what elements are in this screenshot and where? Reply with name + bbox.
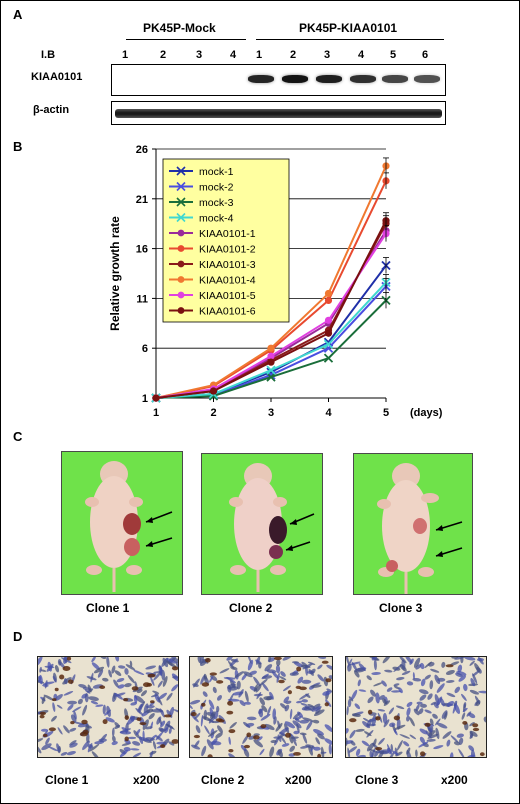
lane-label: 3	[324, 49, 331, 61]
legend-entry: KIAA0101-3	[199, 259, 256, 271]
histo-clone-1-caption: Clone 1	[45, 773, 89, 787]
legend-marker	[176, 197, 186, 207]
y-tick-label: 16	[136, 244, 148, 256]
histology-clone-2	[189, 656, 333, 758]
legend-entry: mock-2	[199, 182, 234, 194]
lane-label: 1	[256, 49, 263, 61]
legend-entry: KIAA0101-4	[199, 275, 256, 287]
x-tick-label: 5	[383, 407, 389, 419]
lane-label: 5	[390, 49, 397, 61]
mouse-illustration-1	[85, 461, 173, 592]
y-axis-label: Relative growth rate	[108, 216, 122, 331]
data-point	[324, 329, 333, 337]
beta-actin-row-label: β-actin	[33, 104, 70, 116]
kiaa0101-blot	[111, 64, 446, 96]
data-point	[152, 394, 160, 402]
y-tick-label: 6	[142, 343, 148, 355]
x-tick-label: 1	[153, 407, 159, 419]
x-tick-label: 4	[325, 407, 332, 419]
panel-d-label: D	[13, 629, 23, 644]
histo-clone-2-caption: Clone 2	[201, 773, 245, 787]
kiaa0101-band	[282, 75, 308, 83]
histo-mag-1: x200	[133, 773, 160, 787]
data-point	[266, 365, 276, 375]
histo-mag-2: x200	[285, 773, 312, 787]
data-point	[267, 344, 275, 352]
legend-marker	[176, 212, 186, 223]
data-point	[209, 387, 218, 395]
x-tick-label: 3	[268, 407, 274, 419]
mock-group-line	[126, 39, 246, 40]
y-tick-label: 26	[136, 144, 148, 156]
legend-entry: KIAA0101-6	[199, 306, 256, 318]
data-point	[324, 316, 333, 324]
beta-actin-blot	[111, 101, 446, 125]
legend-marker	[177, 307, 185, 314]
kiaa-group-line	[256, 39, 444, 40]
legend-marker	[176, 166, 186, 176]
histology-clone-3	[345, 656, 487, 758]
kiaa0101-band	[382, 75, 408, 83]
kiaa0101-band	[414, 75, 440, 83]
histology-clone-1	[37, 656, 179, 758]
legend-marker	[176, 181, 186, 192]
kiaa0101-row-label: KIAA0101	[31, 71, 83, 83]
mouse-photo-clone-3	[353, 453, 473, 595]
lane-label: 3	[196, 49, 203, 61]
y-tick-label: 11	[136, 293, 148, 305]
lane-label: 6	[422, 49, 429, 61]
histology-texture	[346, 657, 486, 757]
x-tick-label: 2	[210, 407, 216, 419]
data-point	[324, 289, 333, 298]
histology-texture	[190, 657, 332, 757]
legend-entry: mock-1	[199, 166, 234, 178]
data-point	[267, 358, 275, 366]
legend-marker	[177, 245, 185, 252]
legend-entry: mock-4	[199, 213, 234, 225]
legend-entry: KIAA0101-2	[199, 244, 256, 256]
lane-label: 1	[122, 49, 129, 61]
y-tick-label: 1	[142, 393, 148, 405]
data-point	[267, 352, 275, 360]
x-unit-label: (days)	[410, 407, 443, 419]
legend-marker	[177, 276, 185, 283]
panel-c-label: C	[13, 429, 23, 444]
histology-texture	[38, 657, 178, 757]
data-point	[266, 372, 276, 382]
mouse-illustration-3	[377, 463, 463, 594]
kiaa0101-band	[350, 75, 376, 83]
legend-entry: KIAA0101-5	[199, 290, 256, 302]
histo-clone-3-caption: Clone 3	[355, 773, 399, 787]
histo-mag-3: x200	[441, 773, 468, 787]
legend-entry: mock-3	[199, 197, 234, 209]
kiaa0101-band	[248, 75, 274, 83]
data-point	[323, 353, 334, 363]
panel-b-label: B	[13, 139, 23, 154]
lane-label: 2	[160, 49, 167, 61]
legend-marker	[177, 229, 185, 237]
legend-marker	[177, 291, 185, 299]
mouse-photo-clone-2	[201, 453, 323, 595]
lane-label: 2	[290, 49, 297, 61]
legend-entry: KIAA0101-1	[199, 228, 256, 240]
ib-label: I.B	[41, 49, 56, 61]
lane-label: 4	[230, 49, 237, 61]
panel-a-label: A	[13, 7, 23, 22]
kiaa0101-band	[316, 75, 342, 83]
y-tick-label: 21	[136, 194, 148, 206]
data-point	[324, 296, 333, 304]
clone-3-caption: Clone 3	[379, 601, 423, 615]
data-point	[323, 339, 334, 349]
clone-2-caption: Clone 2	[229, 601, 273, 615]
mouse-photo-clone-1	[61, 451, 183, 595]
mock-group-label: PK45P-Mock	[143, 21, 216, 35]
kiaa-group-label: PK45P-KIAA0101	[299, 21, 398, 35]
mouse-illustration-2	[229, 463, 315, 592]
legend-marker	[177, 260, 185, 268]
lane-label: 4	[358, 49, 365, 61]
beta-actin-band	[115, 109, 442, 118]
clone-1-caption: Clone 1	[86, 601, 130, 615]
